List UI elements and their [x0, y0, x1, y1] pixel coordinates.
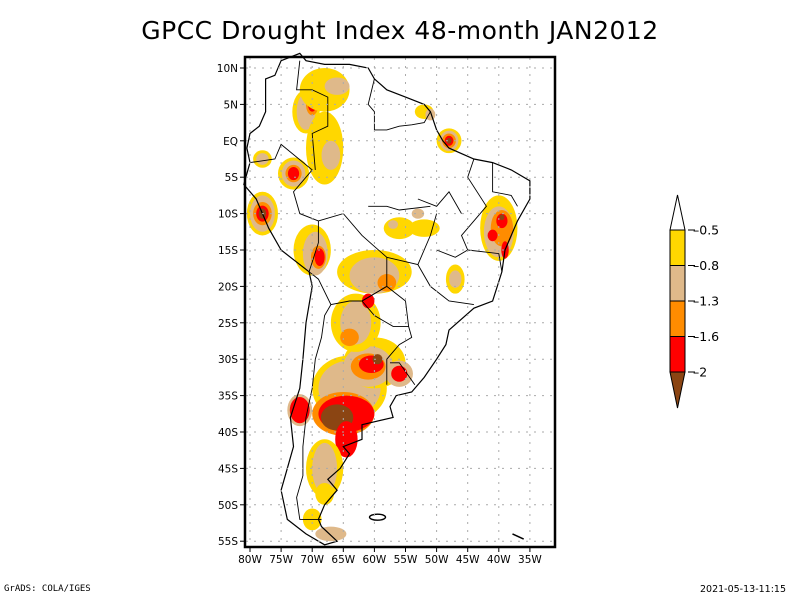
footer-timestamp: 2021-05-13-11:15 [699, 584, 786, 595]
colorbar-segment [669, 336, 686, 373]
y-tick-label: 5S [225, 172, 239, 184]
x-tick-label: 70W [300, 554, 324, 566]
map-title: GPCC Drought Index 48-month JAN2012 [141, 16, 659, 45]
drought-patch [361, 293, 375, 309]
drought-patch [315, 526, 347, 542]
y-tick-label: 45S [218, 463, 238, 475]
drought-patch [335, 421, 358, 458]
colorbar: –0.5 –0.8 –1.3 –1.6 –2 [669, 194, 719, 409]
drought-patch [388, 220, 399, 229]
country-border [460, 158, 487, 251]
drought-patch [408, 219, 440, 237]
colorbar-segment [669, 265, 686, 302]
y-tick-label: 10N [217, 63, 238, 75]
drought-shading [246, 68, 518, 542]
drought-patch [324, 77, 350, 95]
y-axis-ticks: 10N 5N EQ 5S 10S 15S 20S 25S 30S 35S 40S 45S 50S 55S [217, 63, 245, 548]
south-georgia [512, 533, 524, 540]
gridlines [246, 58, 554, 546]
x-tick-label: 50W [425, 554, 449, 566]
country-border [467, 249, 503, 272]
colorbar-triangle-top [669, 194, 686, 231]
coastline-borders [243, 52, 531, 546]
x-tick-label: 65W [331, 554, 355, 566]
y-tick-label: 35S [218, 391, 238, 403]
drought-patch [449, 270, 462, 288]
country-border [386, 286, 413, 385]
country-border [417, 191, 462, 214]
drought-patch [287, 167, 300, 181]
plot-frame [243, 55, 557, 549]
country-border [368, 205, 431, 211]
colorbar-label: –0.5 [693, 223, 719, 238]
country-border [436, 249, 468, 258]
x-tick-label: 40W [487, 554, 511, 566]
y-tick-label: 40S [218, 427, 238, 439]
footer-credit: GrADS: COLA/IGES [4, 584, 91, 594]
drought-patch [487, 229, 498, 242]
coastline [243, 52, 531, 546]
colorbar-segment [669, 300, 686, 337]
drought-patch [391, 365, 408, 382]
country-border [390, 362, 416, 385]
country-border [386, 213, 438, 266]
drought-patch [321, 140, 341, 170]
y-tick-label: 55S [218, 536, 238, 548]
y-tick-label: 15S [218, 245, 238, 257]
y-tick-label: 20S [218, 281, 238, 293]
country-border [492, 162, 518, 207]
x-tick-label: 60W [363, 554, 387, 566]
y-tick-label: 50S [218, 500, 238, 512]
y-tick-label: 30S [218, 354, 238, 366]
y-tick-label: 5N [223, 99, 238, 111]
x-tick-label: 35W [518, 554, 542, 566]
country-border [417, 264, 474, 306]
drought-patch [499, 214, 505, 221]
country-border [249, 143, 319, 272]
falkland-islands [368, 513, 387, 521]
drought-patch [446, 137, 452, 144]
colorbar-label: –2 [693, 365, 707, 380]
drought-patch [372, 354, 383, 365]
colorbar-label: –1.6 [693, 329, 719, 344]
drought-patch [312, 442, 338, 494]
colorbar-segment [669, 229, 686, 266]
country-border [296, 60, 329, 170]
colorbar-label: –0.8 [693, 258, 719, 273]
drought-patch [340, 328, 359, 347]
country-border [296, 304, 332, 520]
x-tick-label: 75W [269, 554, 293, 566]
y-tick-label: EQ [223, 136, 238, 148]
drought-patch [496, 213, 508, 229]
x-tick-label: 80W [238, 554, 262, 566]
drought-patch [411, 208, 425, 219]
colorbar-label: –1.3 [693, 294, 719, 309]
drought-patch [314, 248, 325, 267]
colorbar-triangle-bottom [669, 371, 686, 409]
drought-patch [256, 153, 269, 165]
x-tick-label: 45W [456, 554, 480, 566]
country-border [367, 78, 431, 131]
drought-patch [315, 482, 334, 505]
x-tick-label: 55W [394, 554, 418, 566]
y-tick-label: 10S [218, 209, 238, 221]
x-axis-ticks: 80W 75W 70W 65W 60W 55W 50W 45W 40W 35W [238, 547, 542, 566]
y-tick-label: 25S [218, 318, 238, 330]
